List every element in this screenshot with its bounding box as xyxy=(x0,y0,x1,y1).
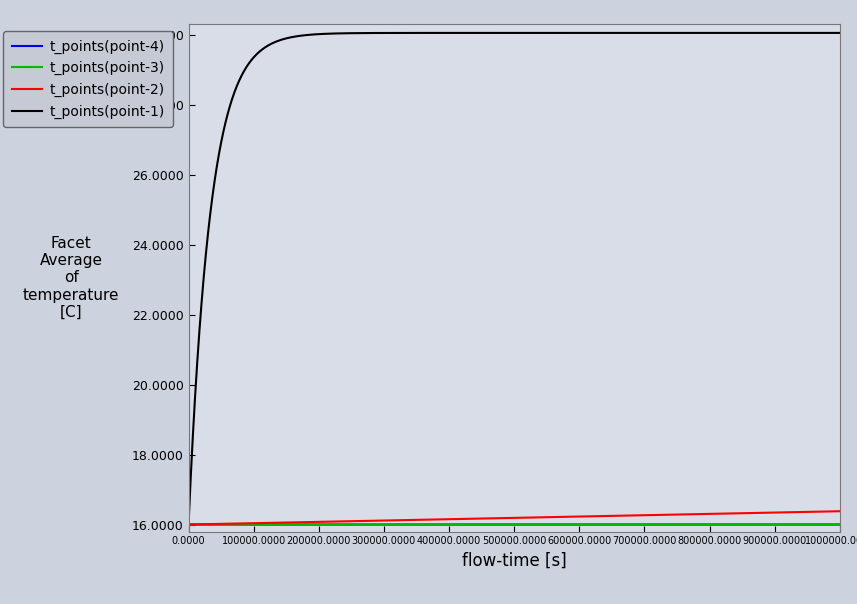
X-axis label: flow-time [s]: flow-time [s] xyxy=(462,552,566,570)
t_points(point-4) xyxy=(297,521,307,528)
t_points(point-1) xyxy=(752,29,762,36)
t_points(point-3) xyxy=(822,521,832,528)
t_points(point-3) xyxy=(752,521,762,528)
Line: t_points(point-2): t_points(point-2) xyxy=(189,511,840,524)
t_points(point-3) xyxy=(183,521,194,528)
t_points(point-4) xyxy=(752,521,762,528)
t_points(point-1) xyxy=(297,32,307,39)
t_points(point-4) xyxy=(258,521,268,528)
t_points(point-2) xyxy=(258,519,268,527)
t_points(point-3) xyxy=(461,521,471,528)
t_points(point-2) xyxy=(822,508,832,515)
t_points(point-1) xyxy=(461,29,471,36)
t_points(point-3) xyxy=(835,521,845,528)
t_points(point-2) xyxy=(183,521,194,528)
t_points(point-4) xyxy=(461,521,471,528)
Legend: t_points(point-4), t_points(point-3), t_points(point-2), t_points(point-1): t_points(point-4), t_points(point-3), t_… xyxy=(3,31,173,127)
t_points(point-4) xyxy=(433,521,443,528)
t_points(point-1) xyxy=(835,29,845,36)
t_points(point-2) xyxy=(461,515,471,522)
t_points(point-3) xyxy=(258,521,268,528)
Y-axis label: Facet
Average
of
temperature
[C]: Facet Average of temperature [C] xyxy=(23,236,120,320)
t_points(point-4) xyxy=(183,521,194,528)
t_points(point-1) xyxy=(433,29,443,36)
t_points(point-2) xyxy=(433,516,443,523)
t_points(point-2) xyxy=(835,507,845,515)
t_points(point-2) xyxy=(752,509,762,516)
t_points(point-3) xyxy=(433,521,443,528)
t_points(point-1) xyxy=(258,45,268,53)
t_points(point-4) xyxy=(835,521,845,528)
t_points(point-1) xyxy=(822,29,832,36)
t_points(point-3) xyxy=(297,521,307,528)
t_points(point-1) xyxy=(183,521,194,528)
t_points(point-4) xyxy=(822,521,832,528)
t_points(point-2) xyxy=(297,519,307,526)
Line: t_points(point-1): t_points(point-1) xyxy=(189,33,840,524)
